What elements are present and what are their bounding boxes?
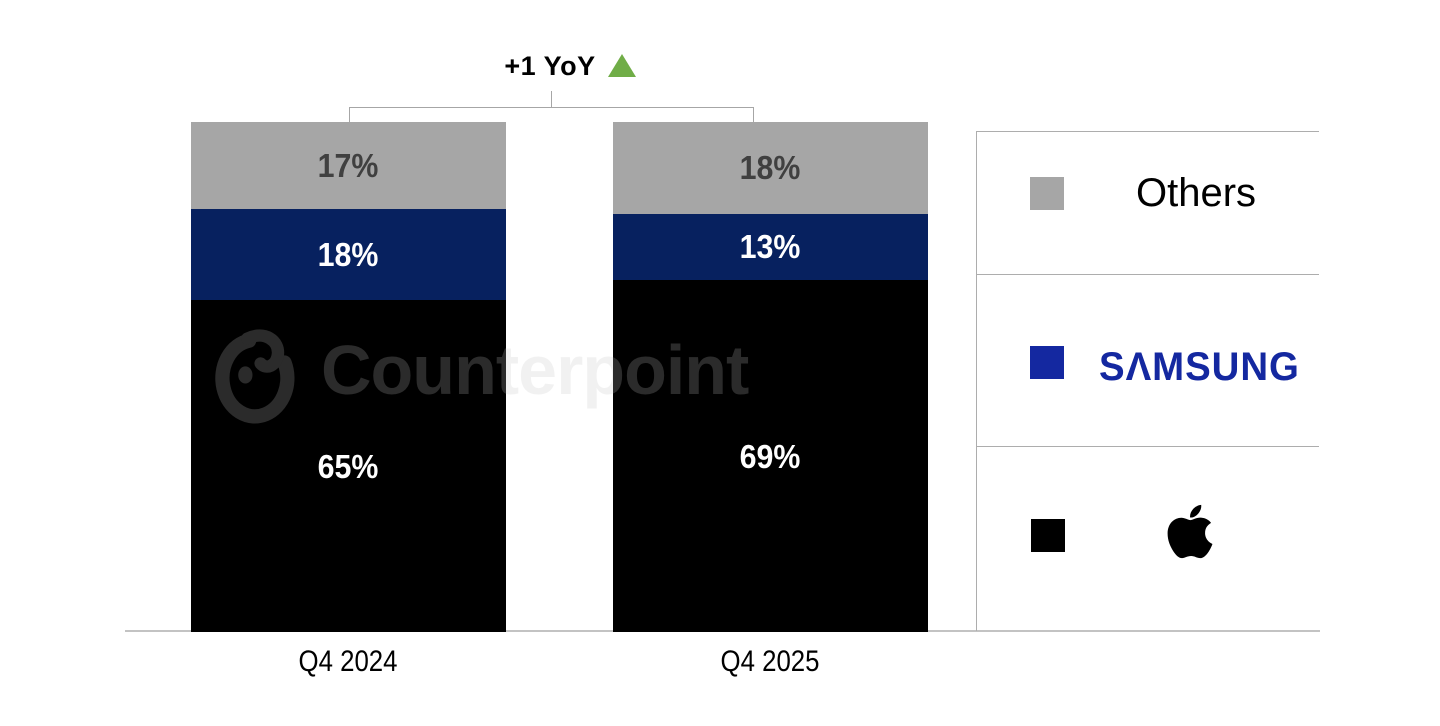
bracket-right-tick [753, 107, 754, 124]
segment-value-label: 65% [318, 447, 379, 485]
segment-samsung: 13% [613, 213, 928, 281]
legend-top-border [976, 131, 1319, 132]
bracket-left-tick [349, 107, 350, 124]
legend-divider-2 [976, 446, 1319, 447]
legend-swatch-others [1030, 177, 1064, 210]
apple-logo-icon [1167, 504, 1213, 559]
segment-value-label: 18% [740, 149, 801, 187]
legend-swatch-samsung [1030, 346, 1064, 379]
category-label-q4-2024: Q4 2024 [298, 645, 398, 678]
bar-q4-2025: 18% 13% 69% [613, 122, 928, 632]
legend-divider-1 [976, 274, 1319, 275]
legend-left-border [976, 131, 977, 631]
bar-q4-2024: 17% 18% 65% [191, 122, 506, 632]
segment-value-label: 13% [740, 228, 801, 266]
segment-others: 18% [613, 122, 928, 214]
yoy-annotation: +1 YoY [420, 48, 720, 84]
category-label-q4-2025: Q4 2025 [720, 645, 820, 678]
legend-label-others: Others [1136, 171, 1257, 215]
segment-others: 17% [191, 122, 506, 209]
segment-value-label: 17% [318, 146, 379, 184]
legend-swatch-apple [1031, 519, 1065, 552]
yoy-annotation-text: +1 YoY [504, 50, 596, 81]
samsung-wordmark: SΛMSUNG [1099, 345, 1300, 389]
segment-samsung: 18% [191, 208, 506, 301]
segment-apple: 65% [191, 300, 506, 632]
up-triangle-icon [607, 53, 636, 77]
segment-value-label: 69% [740, 437, 801, 475]
segment-value-label: 18% [318, 236, 379, 274]
bracket-center-tick [551, 91, 552, 108]
segment-apple: 69% [613, 280, 928, 632]
